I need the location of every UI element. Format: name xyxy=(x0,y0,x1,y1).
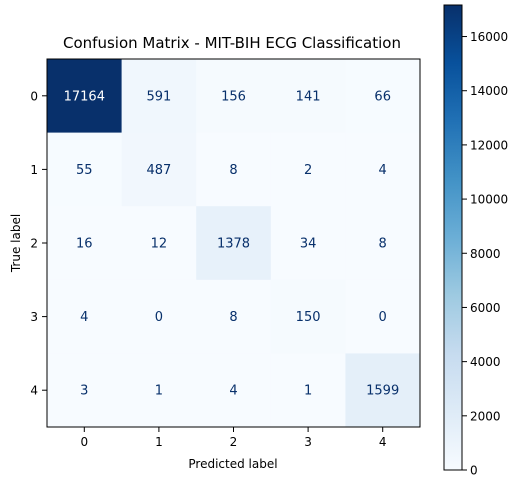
cell-value-label: 141 xyxy=(296,89,321,104)
colorbar-tick-label: 0 xyxy=(470,464,478,478)
heatmap-cell-r4-c1 xyxy=(121,353,197,428)
cell-value-label: 0 xyxy=(155,310,163,325)
cell-value-label: 2 xyxy=(304,163,312,178)
x-axis-label: Predicted label xyxy=(188,457,277,471)
heatmap-cell-r3-c2 xyxy=(196,279,272,354)
x-tick-label: 4 xyxy=(379,435,387,449)
colorbar-frame xyxy=(443,4,463,471)
heatmap-cells xyxy=(47,59,421,428)
heatmap-cell-r0-c3 xyxy=(270,59,346,134)
heatmap-cell-r3-c3 xyxy=(270,279,346,354)
heatmap-cell-r2-c4 xyxy=(345,206,421,281)
cell-value-label: 12 xyxy=(151,237,168,252)
cell-value-label: 591 xyxy=(146,89,171,104)
cell-value-label: 8 xyxy=(379,237,387,252)
colorbar-ticks: 0 2000 4000 6000 8000 10000 12000 14000 16000 xyxy=(462,30,508,478)
cell-value-label: 1 xyxy=(304,384,312,399)
cell-value-label: 8 xyxy=(229,310,237,325)
heatmap-cell-r4-c2 xyxy=(196,353,272,428)
colorbar-tick-label: 12000 xyxy=(470,138,508,152)
chart-title: Confusion Matrix - MIT-BIH ECG Classific… xyxy=(63,34,401,52)
heatmap-cell-r2-c0 xyxy=(47,206,123,281)
heatmap-cell-r1-c0 xyxy=(47,132,123,207)
cell-value-label: 16 xyxy=(76,237,93,252)
heatmap-cell-r0-c1 xyxy=(121,59,197,134)
heatmap-cell-r0-c0 xyxy=(47,59,123,134)
colorbar-tick-label: 14000 xyxy=(470,84,508,98)
heatmap-cell-r0-c4 xyxy=(345,59,421,134)
cell-value-label: 4 xyxy=(229,384,237,399)
heatmap-cell-r1-c3 xyxy=(270,132,346,207)
heatmap-cell-r3-c0 xyxy=(47,279,123,354)
heatmap-cell-r1-c4 xyxy=(345,132,421,207)
cell-value-label: 4 xyxy=(379,163,387,178)
colorbar-tick-label: 4000 xyxy=(470,355,501,369)
cell-value-label: 66 xyxy=(374,89,391,104)
heatmap-cell-r2-c1 xyxy=(121,206,197,281)
y-axis-ticks: 0 1 2 3 4 xyxy=(30,89,47,398)
cell-value-label: 4 xyxy=(80,310,88,325)
heatmap-cell-r4-c0 xyxy=(47,353,123,428)
cell-value-label: 0 xyxy=(379,310,387,325)
y-tick-label: 3 xyxy=(30,310,38,324)
cell-value-label: 17164 xyxy=(64,89,105,104)
heatmap-cell-r3-c4 xyxy=(345,279,421,354)
x-tick-label: 2 xyxy=(230,435,238,449)
x-tick-label: 1 xyxy=(155,435,163,449)
y-axis-label: True label xyxy=(9,214,23,273)
colorbar xyxy=(444,5,462,470)
y-tick-label: 0 xyxy=(30,89,38,103)
colorbar-tick-label: 10000 xyxy=(470,193,508,207)
heatmap-cell-r3-c1 xyxy=(121,279,197,354)
cell-value-label: 1378 xyxy=(217,237,250,252)
x-axis-ticks: 0 1 2 3 4 xyxy=(80,427,387,449)
heatmap-cell-r2-c2 xyxy=(196,206,272,281)
colorbar-tick-label: 16000 xyxy=(470,30,508,44)
colorbar-tick-label: 2000 xyxy=(470,409,501,423)
heatmap-cell-r1-c2 xyxy=(196,132,272,207)
heatmap-cell-r0-c2 xyxy=(196,59,272,134)
cell-value-label: 150 xyxy=(296,310,321,325)
x-tick-label: 0 xyxy=(80,435,88,449)
heatmap-cell-r1-c1 xyxy=(121,132,197,207)
cell-value-label: 55 xyxy=(76,163,93,178)
cell-value-label: 34 xyxy=(300,237,317,252)
y-tick-label: 4 xyxy=(30,384,38,398)
y-tick-label: 2 xyxy=(30,237,38,251)
cell-value-label: 3 xyxy=(80,384,88,399)
heatmap-cell-r4-c3 xyxy=(270,353,346,428)
x-tick-label: 3 xyxy=(304,435,312,449)
colorbar-tick-label: 6000 xyxy=(470,301,501,315)
y-tick-label: 1 xyxy=(30,163,38,177)
colorbar-tick-label: 8000 xyxy=(470,247,501,261)
cell-value-label: 1 xyxy=(155,384,163,399)
cell-value-label: 8 xyxy=(229,163,237,178)
heatmap-cell-r2-c3 xyxy=(270,206,346,281)
cell-value-label: 487 xyxy=(146,163,171,178)
heatmap-cell-r4-c4 xyxy=(345,353,421,428)
cell-value-label: 1599 xyxy=(366,384,399,399)
cell-value-label: 156 xyxy=(221,89,246,104)
